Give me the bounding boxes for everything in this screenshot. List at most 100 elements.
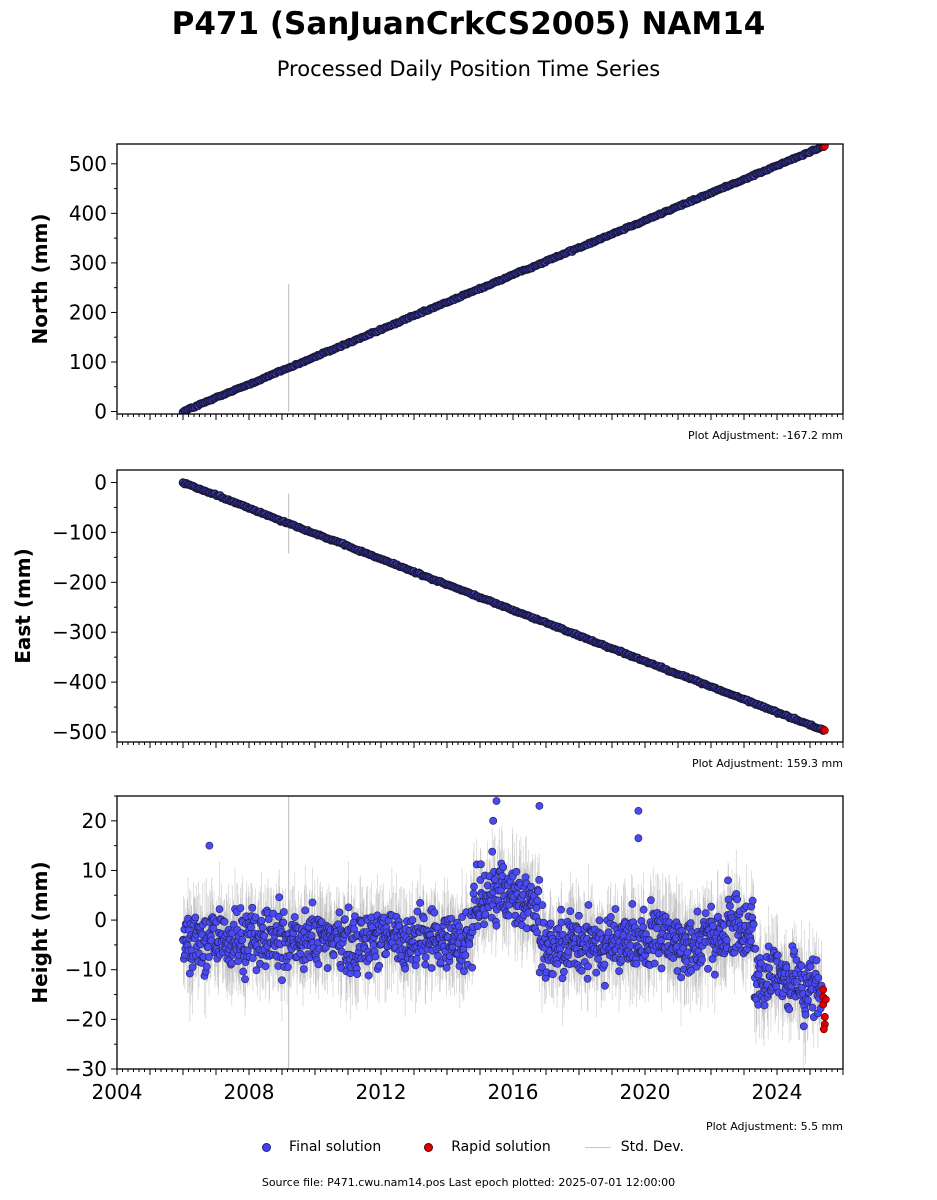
final-solution-point [421, 953, 430, 962]
plot-area-height [179, 796, 830, 1069]
final-solution-point [247, 923, 255, 932]
rapid-solution-points [819, 725, 829, 735]
final-solution-point [279, 918, 288, 927]
final-solution-point [411, 961, 420, 970]
final-solution-point [480, 920, 488, 929]
final-solution-point [793, 977, 801, 986]
final-solution-point [533, 928, 541, 937]
legend: Final solution Rapid solution Std. Dev. [0, 1135, 937, 1159]
final-solution-point [284, 963, 292, 972]
final-solution-point [248, 954, 257, 963]
final-solution-point [639, 905, 648, 914]
final-solution-point [401, 964, 410, 973]
final-solution-point [639, 923, 648, 931]
final-solution-point [436, 958, 445, 967]
x-tick-label: 2008 [224, 1080, 275, 1104]
legend-label-std: Std. Dev. [620, 1139, 684, 1155]
final-solution-point [434, 951, 442, 960]
final-solution-point [442, 963, 451, 972]
plot-area-north [178, 144, 829, 414]
final-solution-point [461, 951, 470, 960]
final-solution-point [604, 928, 613, 937]
y-tick-label: −400 [52, 670, 107, 694]
final-solution-point [790, 946, 799, 955]
final-solution-point [669, 954, 678, 962]
y-axis-label-east: East (mm) [11, 548, 35, 664]
legend-marker-rapid [415, 1140, 441, 1154]
final-solution-point [698, 955, 706, 964]
final-solution-point [751, 944, 760, 953]
final-solution-point [686, 919, 695, 928]
final-solution-point [554, 924, 563, 933]
final-solution-point [465, 940, 474, 949]
y-tick-label: 0 [94, 400, 107, 424]
x-axis-east [116, 742, 844, 748]
legend-item-rapid: Rapid solution [415, 1139, 551, 1155]
final-solution-point [329, 951, 338, 960]
final-solution-point [468, 963, 477, 972]
panel-north: 0 100 200 300 400 500 North (mm) Plot Adjustmen… [28, 143, 844, 442]
final-solution-point [583, 974, 592, 983]
final-solution-point [677, 973, 685, 982]
chart-subtitle: Processed Daily Position Time Series [276, 57, 661, 81]
final-solution-point [592, 968, 601, 977]
x-tick-label: 2012 [356, 1080, 407, 1104]
final-solution-point [673, 967, 682, 975]
final-solution-point [709, 922, 717, 930]
y-axis-label-north: North (mm) [28, 213, 52, 344]
final-solution-point [469, 889, 478, 898]
legend-label-rapid: Rapid solution [451, 1139, 551, 1155]
final-solution-point [650, 959, 659, 968]
final-solution-point [577, 966, 586, 975]
final-solution-point [535, 802, 544, 810]
final-solution-point [261, 962, 270, 971]
final-solution-point [285, 951, 294, 960]
final-solution-point [413, 907, 422, 916]
final-solution-point [683, 948, 692, 957]
final-solution-point [301, 906, 310, 915]
final-solution-point [323, 964, 332, 972]
final-solution-point [615, 967, 623, 975]
final-solution-point [492, 921, 501, 930]
final-solution-point [257, 916, 266, 925]
final-solution-point [202, 962, 211, 971]
chart-title: P471 (SanJuanCrkCS2005) NAM14 [171, 6, 766, 42]
final-solution-point [657, 964, 666, 973]
final-solution-point [251, 913, 260, 922]
final-solution-point [473, 922, 482, 931]
final-solution-point [538, 901, 547, 910]
y-tick-label: 400 [69, 201, 107, 225]
final-solution-point [647, 896, 655, 905]
final-solution-point [215, 905, 224, 913]
final-solution-point [733, 895, 742, 904]
final-solution-point [575, 911, 583, 920]
final-solution-point [275, 893, 284, 902]
final-solution-point [534, 887, 543, 896]
final-solution-point [308, 898, 317, 907]
final-solution-point [714, 912, 722, 921]
final-solution-point [704, 964, 712, 973]
final-solution-point [412, 955, 421, 963]
final-solution-point [535, 875, 544, 884]
final-solution-point [600, 960, 609, 969]
final-solution-point [351, 912, 359, 921]
y-tick-label: −300 [52, 620, 107, 644]
final-solution-point [725, 902, 734, 910]
final-solution-point [188, 963, 197, 972]
final-solution-point [634, 806, 643, 815]
final-solution-point [419, 914, 428, 923]
final-solution-point [481, 910, 490, 919]
legend-label-final: Final solution [289, 1139, 382, 1155]
legend-item-std: Std. Dev. [584, 1139, 684, 1155]
y-tick-label: −200 [52, 570, 107, 594]
final-solution-point [594, 955, 602, 963]
final-solution-point [229, 920, 238, 929]
final-solution-point [546, 919, 555, 928]
x-tick-label: 2024 [752, 1080, 803, 1104]
final-solution-point [558, 974, 567, 983]
final-solution-point [764, 942, 773, 951]
final-solution-point [491, 875, 499, 884]
final-solution-point [559, 967, 568, 976]
final-solution-point [499, 863, 508, 872]
